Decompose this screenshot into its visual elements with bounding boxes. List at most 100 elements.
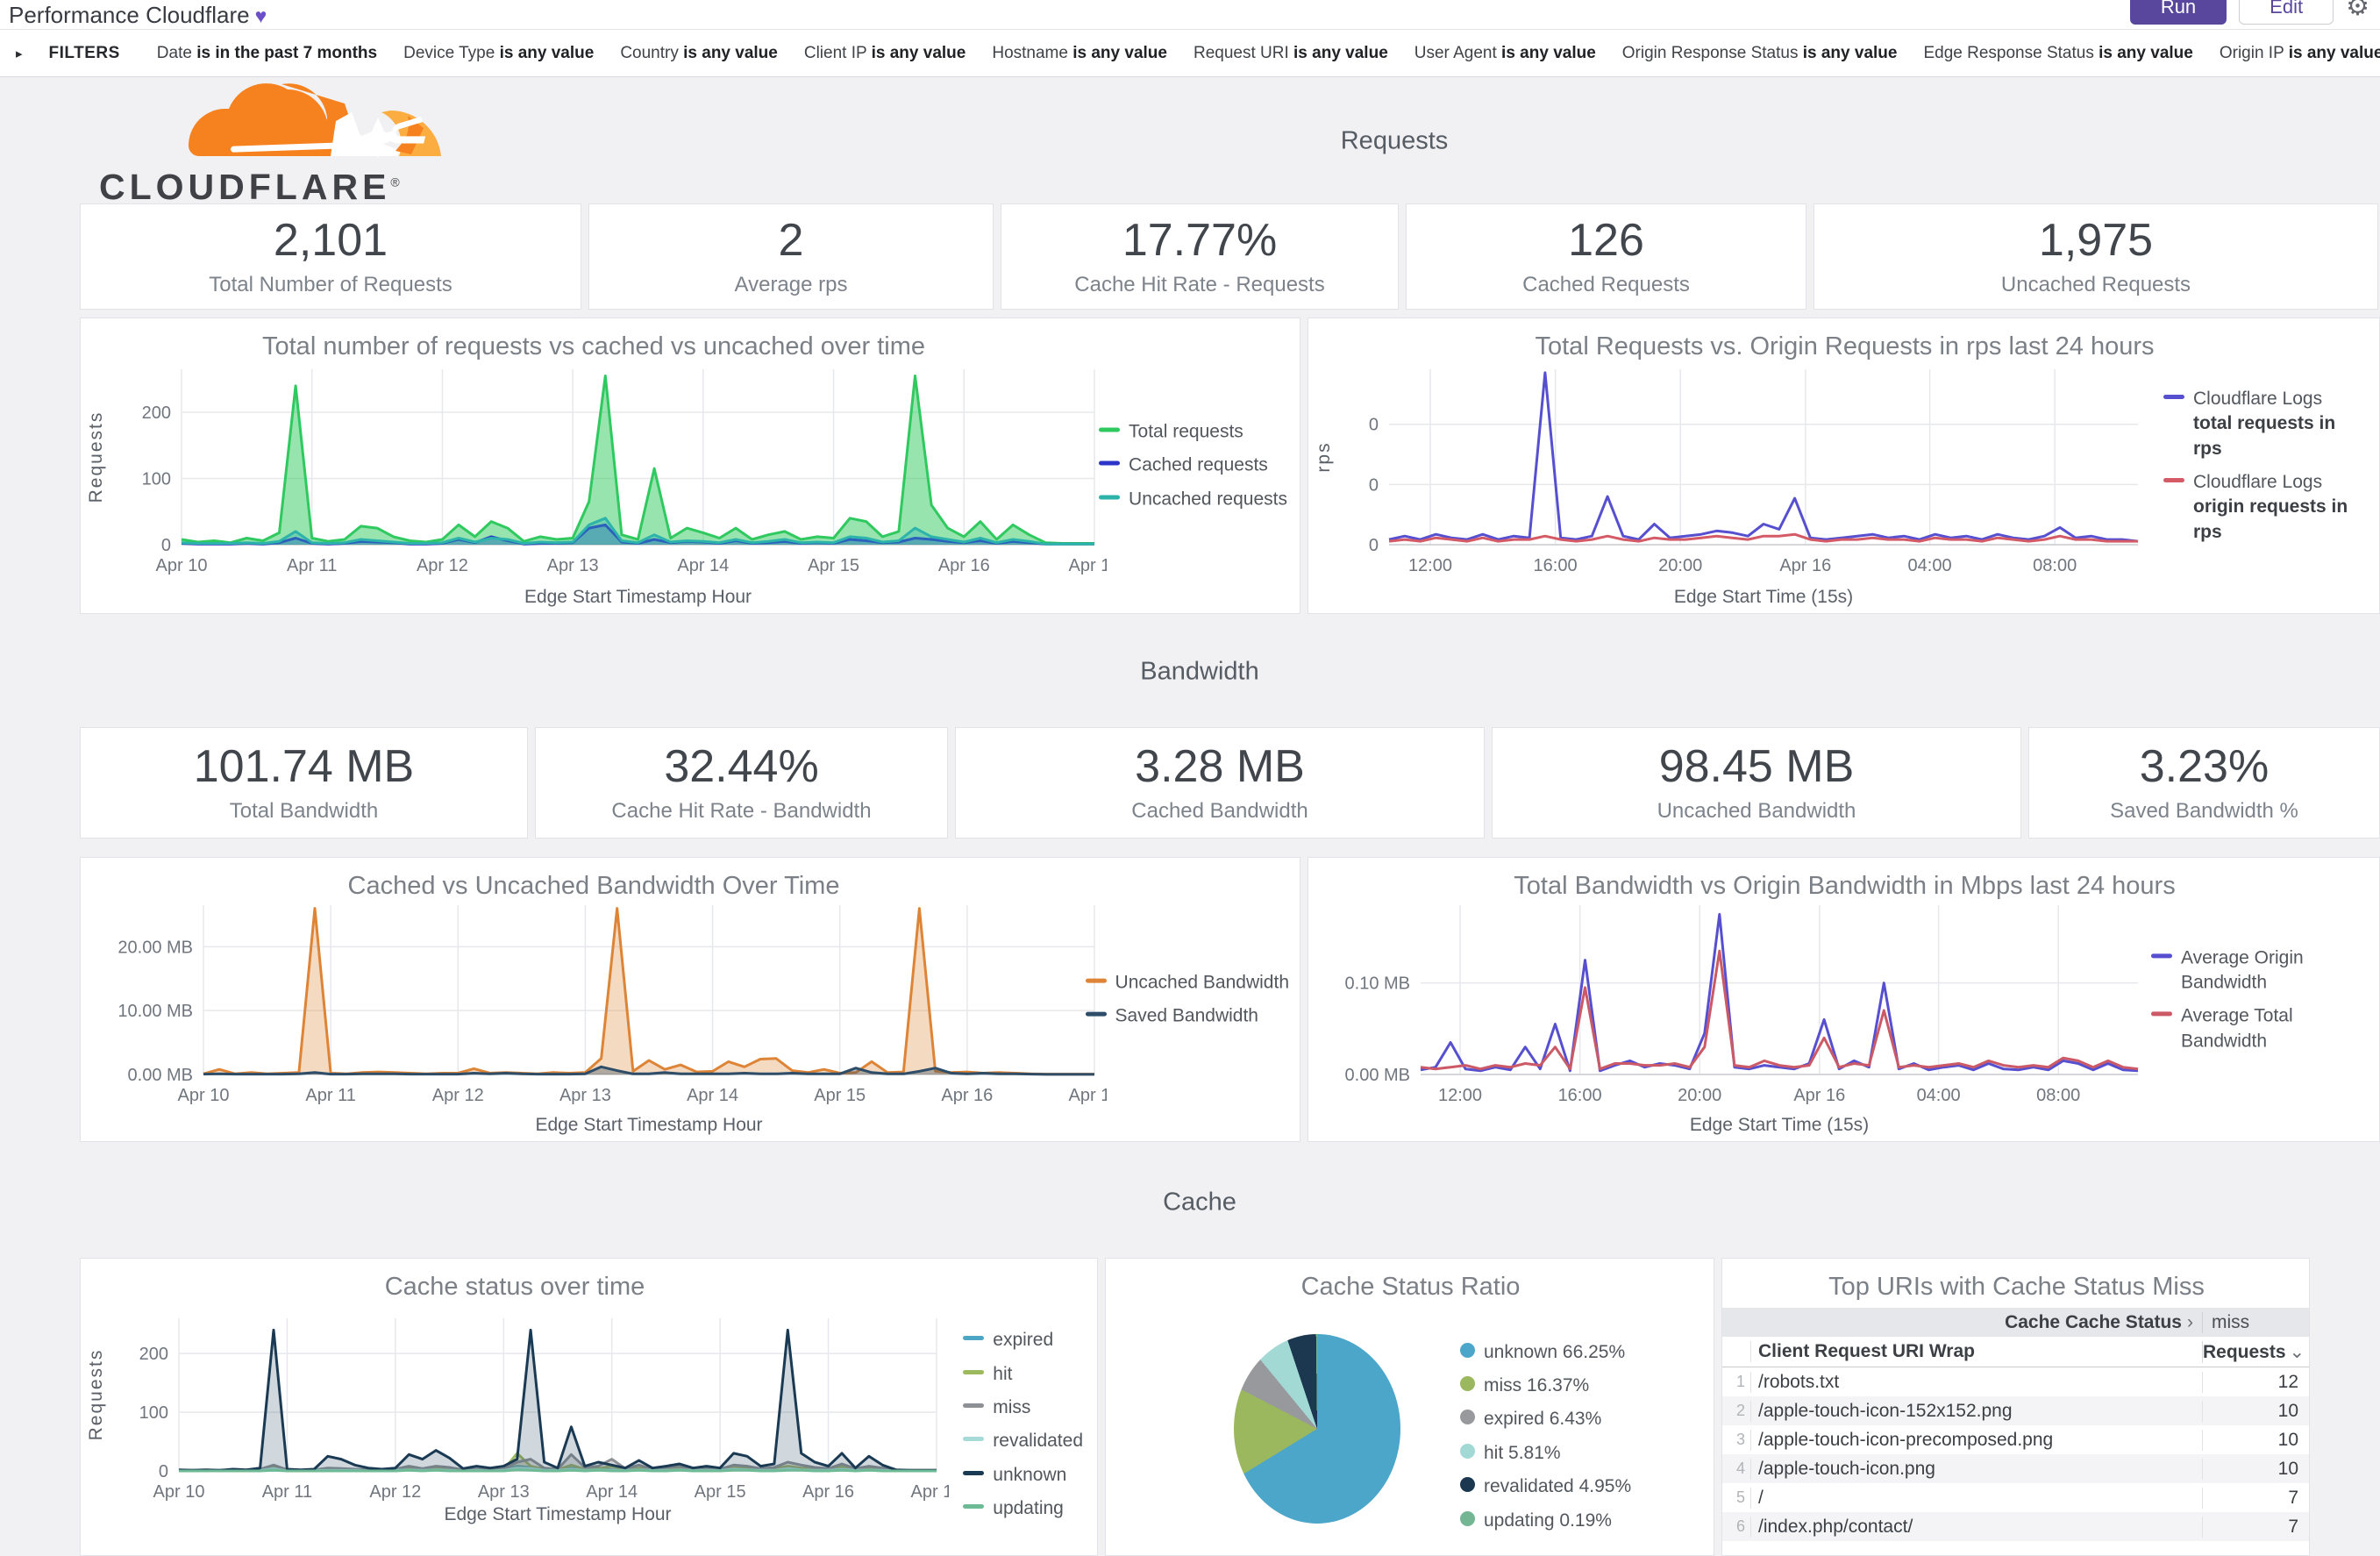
table-group-header: Cache Cache Status › miss: [1722, 1308, 2309, 1337]
requests-over-time-chart[interactable]: Apr 10 Apr 11 Apr 12 Apr 13 Apr 14 Apr 15 Apr …: [81, 318, 1120, 613]
legend-item[interactable]: revalidated: [963, 1429, 1083, 1453]
kpi-total-bandwidth[interactable]: 101.74 MB Total Bandwidth: [80, 727, 528, 839]
dashboard-title-text: Performance Cloudflare: [9, 2, 250, 28]
svg-text:12:00: 12:00: [1408, 556, 1452, 575]
kpi-saved-bandwidth-pct[interactable]: 3.23% Saved Bandwidth %: [2028, 727, 2380, 839]
cache-status-over-time-chart[interactable]: Apr 10 Apr 11 Apr 12 Apr 13 Apr 14 Apr 15 Apr …: [81, 1259, 962, 1537]
svg-text:200: 200: [142, 403, 171, 423]
cloudflare-cloud-icon: [189, 83, 441, 158]
svg-text:Apr 10: Apr 10: [178, 1086, 230, 1105]
legend-item[interactable]: hit 5.81%: [1460, 1441, 1631, 1466]
legend-label: revalidated 4.95%: [1484, 1476, 1632, 1497]
legend-label: Average Origin Bandwidth: [2181, 946, 2304, 993]
table-row[interactable]: 5/7: [1722, 1483, 2309, 1512]
svg-text:Apr 14: Apr 14: [687, 1086, 738, 1105]
settings-gear-icon[interactable]: ⚙: [2346, 0, 2369, 21]
kpi-value: 32.44%: [664, 740, 819, 792]
cache-status-ratio-pie[interactable]: [1234, 1334, 1400, 1524]
svg-text:Apr 12: Apr 12: [369, 1482, 421, 1502]
svg-text:04:00: 04:00: [1917, 1086, 1961, 1105]
legend-item[interactable]: updating: [963, 1496, 1083, 1521]
legend-label: Cached requests: [1129, 454, 1268, 475]
legend-item[interactable]: Uncached requests: [1099, 487, 1287, 511]
legend-label: updating 0.19%: [1484, 1510, 1612, 1531]
table-row[interactable]: 1/robots.txt 12: [1722, 1367, 2309, 1396]
legend-label: Average Total Bandwidth: [2181, 1005, 2293, 1051]
chart-panel-cache-status-ratio: Cache Status Ratio unknown 66.25% miss 16…: [1105, 1258, 1714, 1556]
kpi-cached-requests[interactable]: 126 Cached Requests: [1406, 203, 1806, 310]
legend-swatch: [1085, 978, 1107, 983]
filters-label[interactable]: FILTERS: [48, 43, 120, 62]
requests-chart-row: Total number of requests vs cached vs un…: [80, 318, 2380, 614]
filter-item-client-ip[interactable]: Client IP is any value: [803, 43, 966, 62]
legend-item[interactable]: Cloudflare Logs origin requests in rps: [2163, 470, 2365, 545]
uri-column-header[interactable]: Client Request URI Wrap: [1750, 1341, 2202, 1362]
svg-text:100: 100: [142, 470, 171, 489]
top-bar: Performance Cloudflare ♥ Run Edit ⚙: [0, 0, 2380, 30]
legend-item[interactable]: Cached requests: [1099, 453, 1287, 478]
legend-label: unknown 66.25%: [1484, 1341, 1626, 1362]
legend-item[interactable]: Average Total Bandwidth: [2151, 1004, 2370, 1054]
filter-item-origin-ip[interactable]: Origin IP is any value: [2219, 43, 2380, 62]
legend-item[interactable]: miss: [963, 1395, 1083, 1420]
svg-text:Apr 17: Apr 17: [1069, 556, 1107, 575]
legend-item[interactable]: hit: [963, 1362, 1083, 1387]
kpi-total-requests[interactable]: 2,101 Total Number of Requests: [80, 203, 581, 310]
legend-item[interactable]: Average Origin Bandwidth: [2151, 946, 2370, 996]
kpi-average-rps[interactable]: 2 Average rps: [588, 203, 994, 310]
legend-item[interactable]: expired 6.43%: [1460, 1407, 1631, 1431]
legend-label: Uncached Bandwidth: [1115, 972, 1289, 993]
kpi-cache-hit-rate-requests[interactable]: 17.77% Cache Hit Rate - Requests: [1001, 203, 1399, 310]
group-header-label[interactable]: Cache Cache Status ›: [2005, 1311, 2193, 1332]
legend-item[interactable]: Total requests: [1099, 419, 1287, 444]
table-row[interactable]: 4/apple-touch-icon.png 10: [1722, 1454, 2309, 1483]
svg-text:Apr 13: Apr 13: [547, 556, 599, 575]
filter-item-device-type[interactable]: Device Type is any value: [403, 43, 595, 62]
table-row[interactable]: 3/apple-touch-icon-precomposed.png 10: [1722, 1425, 2309, 1454]
filter-item-date[interactable]: Date is in the past 7 months: [156, 43, 378, 62]
legend-swatch: [2151, 953, 2172, 958]
filter-item-edge-response-status[interactable]: Edge Response Status is any value: [1923, 43, 2193, 62]
chart-title: Cache Status Ratio: [1300, 1273, 1521, 1301]
svg-text:0.00 MB: 0.00 MB: [1345, 1066, 1410, 1085]
kpi-value: 3.28 MB: [1135, 740, 1305, 792]
kpi-cached-bandwidth[interactable]: 3.28 MB Cached Bandwidth: [955, 727, 1485, 839]
kpi-value: 17.77%: [1122, 214, 1278, 266]
svg-text:16:00: 16:00: [1558, 1086, 1602, 1105]
chart-legend: expired hit miss revalidated unknown updating: [963, 1324, 1083, 1525]
legend-item[interactable]: revalidated 4.95%: [1460, 1474, 1631, 1499]
favorite-heart-icon[interactable]: ♥: [254, 4, 267, 27]
filter-item-origin-response-status[interactable]: Origin Response Status is any value: [1621, 43, 1898, 62]
filter-item-request-uri[interactable]: Request URI is any value: [1193, 43, 1388, 62]
table-row[interactable]: 2/apple-touch-icon-152x152.png 10: [1722, 1396, 2309, 1425]
filter-item-user-agent[interactable]: User Agent is any value: [1414, 43, 1596, 62]
filter-item-hostname[interactable]: Hostname is any value: [992, 43, 1167, 62]
bandwidth-last-24h-chart[interactable]: 12:00 16:00 20:00 Apr 16 04:00 08:00 0.00 MB 0.…: [1308, 858, 2150, 1141]
legend-item[interactable]: unknown 66.25%: [1460, 1340, 1631, 1365]
filter-item-country[interactable]: Country is any value: [620, 43, 778, 62]
kpi-uncached-requests[interactable]: 1,975 Uncached Requests: [1814, 203, 2378, 310]
bandwidth-chart-row: Cached vs Uncached Bandwidth Over Time A…: [80, 857, 2380, 1142]
legend-item[interactable]: unknown: [963, 1463, 1083, 1488]
legend-swatch: [963, 1403, 985, 1408]
svg-text:Apr 10: Apr 10: [156, 556, 208, 575]
rps-last-24h-chart[interactable]: 12:00 16:00 20:00 Apr 16 04:00 08:00 0 0 0 Edge S…: [1308, 318, 2150, 613]
legend-item[interactable]: miss 16.37%: [1460, 1374, 1631, 1398]
legend-item[interactable]: Cloudflare Logs total requests in rps: [2163, 387, 2365, 461]
requests-column-header[interactable]: Requests ⌄: [2202, 1340, 2309, 1363]
kpi-cache-hit-rate-bandwidth[interactable]: 32.44% Cache Hit Rate - Bandwidth: [535, 727, 948, 839]
legend-item[interactable]: updating 0.19%: [1460, 1508, 1631, 1532]
legend-item[interactable]: Uncached Bandwidth: [1085, 970, 1289, 995]
run-button[interactable]: Run: [2129, 0, 2227, 25]
requests-kpi-row: 2,101 Total Number of Requests 2 Average r…: [80, 203, 2380, 310]
kpi-uncached-bandwidth[interactable]: 98.45 MB Uncached Bandwidth: [1492, 727, 2021, 839]
filters-expand-icon[interactable]: ▸: [16, 46, 23, 61]
svg-text:10.00 MB: 10.00 MB: [118, 1002, 193, 1021]
group-header-value: miss: [2202, 1311, 2309, 1333]
edit-button[interactable]: Edit: [2239, 0, 2334, 25]
table-row[interactable]: 6/index.php/contact/7: [1722, 1512, 2309, 1541]
bandwidth-over-time-chart[interactable]: Apr 10 Apr 11 Apr 12 Apr 13 Apr 14 Apr 15 Apr …: [81, 858, 1120, 1141]
legend-item[interactable]: Saved Bandwidth: [1085, 1004, 1289, 1029]
legend-item[interactable]: expired: [963, 1328, 1083, 1353]
svg-text:200: 200: [139, 1345, 168, 1364]
